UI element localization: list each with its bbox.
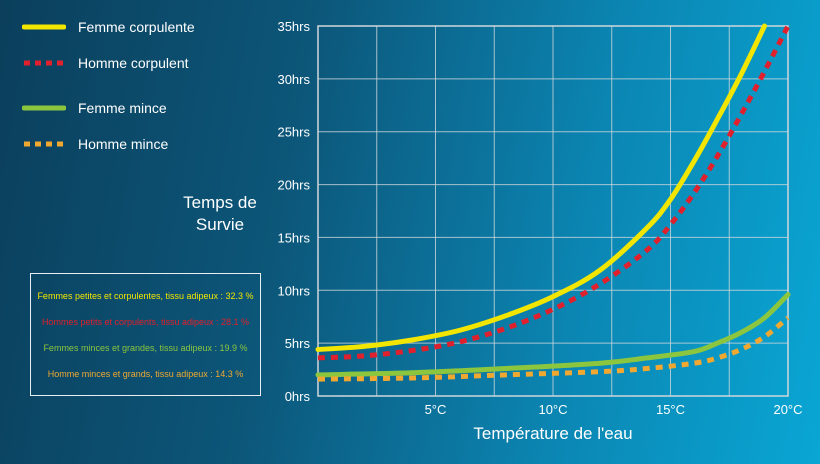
legend-item-homme-mince: Homme mince: [20, 135, 260, 155]
x-tick-label: 5°C: [425, 402, 447, 417]
legend-swatch-solid-green: [22, 105, 66, 111]
y-tick-label: 5hrs: [285, 336, 311, 351]
y-axis-label: Temps de Survie: [183, 193, 257, 234]
legend-swatch-dashed-red: [24, 60, 64, 66]
series-layer: [315, 23, 791, 382]
y-tick-label: 10hrs: [277, 283, 310, 298]
x-tick-label: 20°C: [773, 402, 802, 417]
series-line-homme-corpulent: [317, 24, 791, 361]
series-line-homme-mince: [317, 315, 790, 382]
legend-item-homme-corpulent: Homme corpulent: [20, 54, 260, 74]
legend-swatch-solid-yellow: [22, 24, 66, 30]
legend-label: Femme corpulente: [78, 19, 195, 35]
ticks-layer: 0hrs 5hrs 10hrs 15hrs 20hrs 25hrs 30hrs 35hrs 5°…: [277, 19, 802, 417]
x-tick-label: 15°C: [656, 402, 685, 417]
body-fat-note-box: Femmes petites et corpulentes, tissu adi…: [30, 273, 261, 396]
series-line-femme-corpulente: [315, 23, 767, 352]
y-tick-label: 25hrs: [277, 125, 310, 140]
y-tick-label: 35hrs: [277, 19, 310, 34]
legend-label: Homme corpulent: [78, 55, 189, 71]
series-line-femme-mince: [315, 292, 791, 378]
legend-label: Femme mince: [78, 100, 167, 116]
y-tick-label: 30hrs: [277, 72, 310, 87]
legend-swatch-dashed-orange: [24, 141, 64, 147]
y-tick-label: 0hrs: [285, 389, 311, 404]
note-hommes-minces: Homme minces et grands, tissu adipeux : …: [47, 369, 244, 379]
note-hommes-corpulents: Hommes petits et corpulents, tissu adipe…: [41, 317, 250, 327]
legend-item-femme-mince: Femme mince: [20, 99, 260, 119]
y-tick-label: 15hrs: [277, 230, 310, 245]
x-axis-label: Température de l'eau: [473, 424, 633, 443]
x-tick-label: 10°C: [538, 402, 567, 417]
legend-item-femme-corpulente: Femme corpulente: [20, 18, 260, 38]
legend-label: Homme mince: [78, 136, 169, 152]
note-femmes-minces: Femmes minces et grandes, tissu adipeux …: [43, 343, 248, 353]
y-tick-label: 20hrs: [277, 178, 310, 193]
note-femmes-corpulentes: Femmes petites et corpulentes, tissu adi…: [37, 291, 254, 301]
